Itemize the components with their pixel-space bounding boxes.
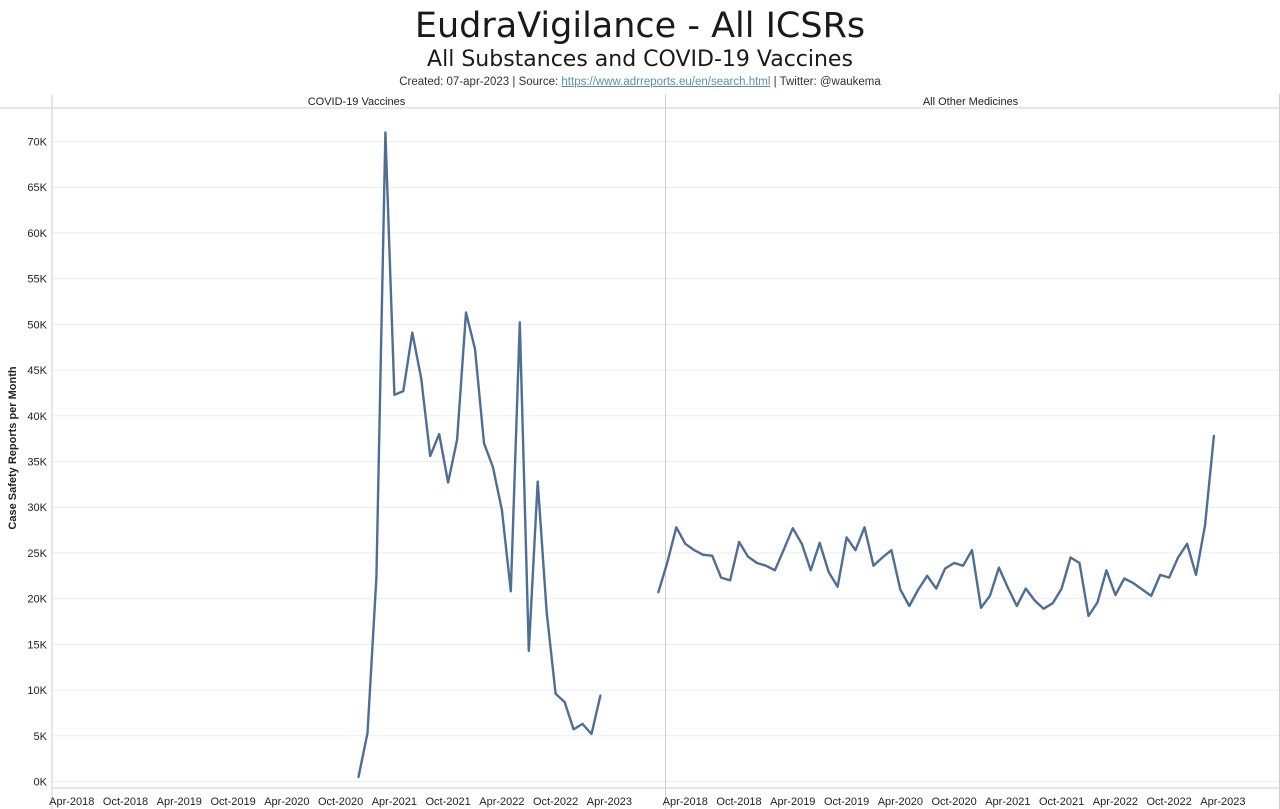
x-tick-label: Apr-2023 xyxy=(587,796,632,808)
x-tick-label: Apr-2022 xyxy=(1093,796,1138,808)
x-tick-label: Apr-2022 xyxy=(479,796,524,808)
chart-title: EudraVigilance - All ICSRs xyxy=(414,6,866,46)
y-axis-label: Case Safety Reports per Month xyxy=(7,366,19,529)
y-tick-label: 15K xyxy=(27,639,47,651)
series-line xyxy=(657,434,1216,618)
y-tick-label: 35K xyxy=(27,457,47,469)
caption-twitter: | Twitter: @waukema xyxy=(770,76,881,88)
x-tick-label: Oct-2018 xyxy=(103,796,148,808)
x-tick-label: Apr-2019 xyxy=(157,796,202,808)
y-tick-label: 10K xyxy=(27,685,47,697)
source-link[interactable]: https://www.adrreports.eu/en/search.html xyxy=(561,76,771,88)
y-tick-label: 60K xyxy=(27,228,47,240)
x-tick-label: Oct-2022 xyxy=(1147,796,1192,808)
caption-created-source: Created: 07-apr-2023 | Source: xyxy=(399,76,562,88)
x-tick-label: Oct-2019 xyxy=(210,796,255,808)
y-tick-label: 40K xyxy=(27,411,47,423)
y-tick-label: 50K xyxy=(27,319,47,331)
x-tick-label: Apr-2021 xyxy=(372,796,417,808)
x-tick-label: Oct-2021 xyxy=(425,796,470,808)
x-tick-label: Oct-2020 xyxy=(931,796,976,808)
x-tick-label: Apr-2018 xyxy=(663,796,708,808)
panel-header: All Other Medicines xyxy=(923,96,1019,108)
y-tick-label: 20K xyxy=(27,594,47,606)
chart-caption: Created: 07-apr-2023 | Source: https://w… xyxy=(0,74,1280,90)
y-tick-label: 45K xyxy=(27,365,47,377)
x-tick-label: Oct-2018 xyxy=(716,796,761,808)
x-tick-label: Oct-2019 xyxy=(824,796,869,808)
x-tick-label: Apr-2018 xyxy=(49,796,94,808)
x-tick-label: Apr-2020 xyxy=(264,796,309,808)
y-tick-label: 65K xyxy=(27,182,47,194)
series-line xyxy=(357,131,602,779)
y-tick-label: 30K xyxy=(27,502,47,514)
y-tick-label: 70K xyxy=(27,137,47,149)
y-tick-label: 0K xyxy=(34,777,48,789)
x-tick-label: Oct-2022 xyxy=(533,796,578,808)
y-tick-label: 5K xyxy=(34,731,48,743)
x-tick-label: Apr-2021 xyxy=(985,796,1030,808)
x-tick-label: Oct-2021 xyxy=(1039,796,1084,808)
chart-subtitle: All Substances and COVID-19 Vaccines xyxy=(427,47,853,72)
x-tick-label: Apr-2019 xyxy=(770,796,815,808)
x-tick-label: Oct-2020 xyxy=(318,796,363,808)
panel-header: COVID-19 Vaccines xyxy=(308,96,406,108)
y-tick-label: 55K xyxy=(27,274,47,286)
y-tick-label: 25K xyxy=(27,548,47,560)
x-tick-label: Apr-2020 xyxy=(878,796,923,808)
x-tick-label: Apr-2023 xyxy=(1200,796,1245,808)
